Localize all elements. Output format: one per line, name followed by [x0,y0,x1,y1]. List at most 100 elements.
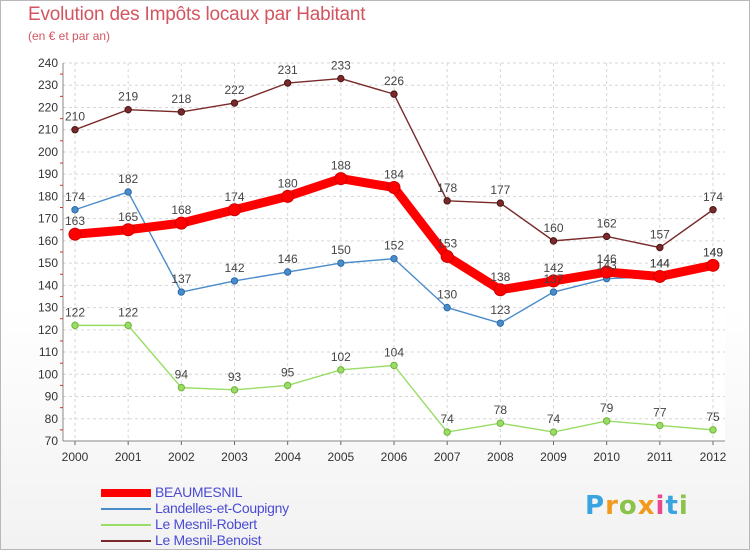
y-tick-label: 80 [45,412,59,426]
data-point [283,381,292,390]
legend-label: Landelles-et-Coupigny [155,500,289,516]
x-tick-label: 2006 [381,450,408,464]
data-label: 174 [703,190,723,204]
data-point [443,428,451,436]
data-label: 74 [440,412,454,426]
data-label: 75 [706,410,720,424]
data-label: 174 [65,190,85,204]
legend-swatch [101,508,151,510]
data-point [337,74,345,83]
data-point [71,206,79,214]
logo-letter: x [637,491,656,521]
data-label: 138 [490,270,510,284]
logo-letter: t [665,491,679,521]
data-label: 130 [437,288,457,302]
proxiti-logo: Proxiti [585,491,689,521]
data-label: 95 [281,365,295,379]
data-point [177,108,186,116]
logo-letter: i [678,491,689,521]
x-tick-label: 2008 [487,450,514,464]
data-point [124,321,132,330]
data-point [602,232,611,241]
legend-label: Le Mesnil-Benoist [155,532,262,548]
x-tick-label: 2007 [434,450,461,464]
data-point [443,303,451,312]
data-label: 165 [118,210,138,224]
data-point [230,386,239,394]
data-label: 218 [171,92,191,106]
data-label: 123 [490,303,510,317]
data-point [709,206,717,214]
data-point [124,105,132,114]
data-point [496,199,505,207]
data-point [68,227,82,241]
data-point [281,189,295,203]
y-tick-label: 240 [38,56,58,70]
data-label: 149 [703,245,723,259]
data-label: 146 [278,252,298,266]
y-tick-label: 100 [38,367,58,381]
data-label: 77 [653,405,667,419]
data-label: 157 [650,228,670,242]
data-point [230,99,239,107]
data-label: 188 [331,159,351,173]
legend-label: BEAUMESNIL [155,484,243,500]
data-label: 210 [65,110,85,124]
data-point [283,79,292,87]
y-tick-label: 140 [38,278,58,292]
data-label: 143 [597,259,617,273]
y-tick-label: 120 [38,323,58,337]
data-point [496,419,505,427]
data-point [390,254,398,263]
data-label: 79 [600,401,614,415]
data-point [493,283,507,297]
y-tick-label: 90 [45,390,59,404]
data-point [706,258,720,272]
x-tick-label: 2002 [168,450,195,464]
data-point [387,181,401,195]
logo-letter: r [605,491,619,521]
legend-swatch [101,489,151,497]
data-label: 231 [278,63,298,77]
y-tick-label: 160 [38,234,58,248]
data-label: 149 [703,245,723,259]
logo-letter: o [618,491,638,521]
data-point [440,249,454,263]
legend-label: Le Mesnil-Robert [155,516,257,532]
data-label: 93 [228,370,242,384]
x-tick-label: 2012 [700,450,727,464]
data-point [709,426,717,434]
chart-title: Evolution des Impôts locaux par Habitant [28,4,366,25]
data-point [547,274,560,288]
data-point [337,366,345,374]
x-tick-label: 2000 [62,450,89,464]
x-tick-label: 2010 [593,450,620,464]
x-tick-label: 2005 [327,450,354,464]
data-point [177,288,186,296]
data-point [71,126,79,134]
legend-swatch [101,524,151,526]
logo-letter: P [585,491,606,521]
data-label: 222 [224,83,244,97]
legend-swatch [101,540,151,542]
data-label: 178 [437,181,457,195]
data-point [653,269,667,283]
data-label: 137 [171,272,191,286]
data-point [230,277,239,285]
data-label: 137 [543,272,563,286]
y-tick-label: 190 [38,167,58,181]
y-tick-label: 210 [38,123,58,137]
x-tick-label: 2001 [115,450,142,464]
data-label: 219 [118,90,138,104]
data-label: 78 [494,403,508,417]
data-point [390,90,398,98]
data-label: 153 [437,236,457,250]
data-label: 226 [384,74,404,88]
data-label: 174 [224,190,244,204]
data-point [124,188,132,196]
data-label: 180 [278,176,298,190]
data-label: 122 [65,305,85,319]
data-label: 168 [171,203,191,217]
